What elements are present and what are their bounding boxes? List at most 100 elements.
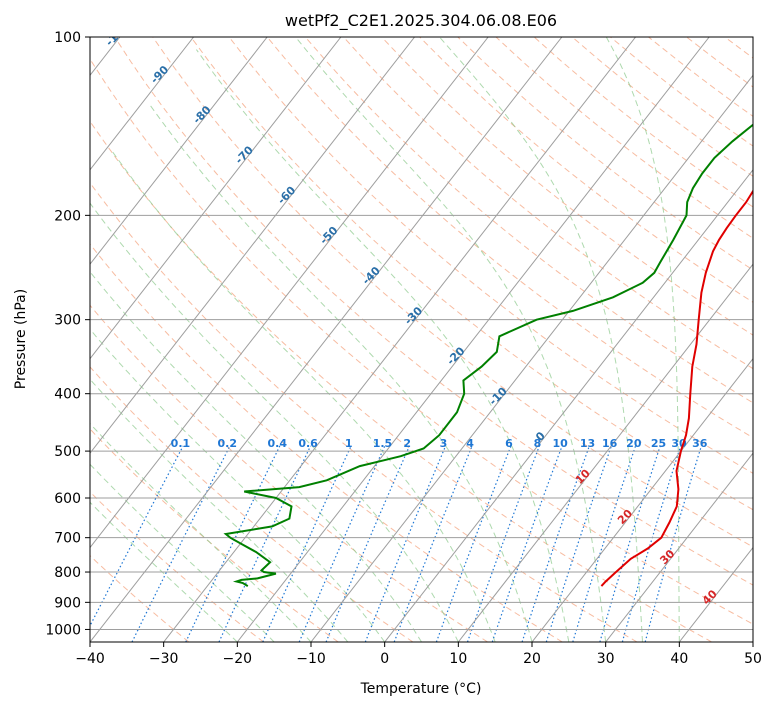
isotherm-line	[457, 263, 753, 642]
mixing-ratio-line	[185, 445, 281, 642]
mixing-ratio-line	[572, 445, 637, 642]
chart-title: wetPf2_C2E1.2025.304.06.08.E06	[285, 11, 557, 31]
mixing-ratio-label: 0.6	[298, 437, 318, 450]
dry-adiabat-line	[90, 304, 488, 642]
mixing-ratio-label: 0.2	[218, 437, 238, 450]
moist-adiabat-line	[90, 501, 238, 642]
mixing-ratio-label: 6	[505, 437, 513, 450]
mixing-ratio-label: 25	[651, 437, 666, 450]
dry-adiabat-line	[419, 37, 753, 303]
mixing-ratio-line	[491, 445, 563, 642]
isotherm-line	[163, 37, 636, 642]
mixing-ratio-label: 16	[602, 437, 618, 450]
isotherm-line	[90, 37, 563, 642]
y-tick-label: 800	[54, 565, 81, 581]
isotherm-line	[90, 37, 194, 171]
isotherm-label: -100	[103, 20, 132, 49]
x-tick-label: 50	[744, 651, 762, 667]
moist-adiabat-line	[195, 49, 570, 642]
mixing-ratio-line	[545, 445, 612, 642]
y-tick-label: 900	[54, 595, 81, 611]
y-tick-label: 300	[54, 313, 81, 329]
mixing-ratio-label: 1.5	[373, 437, 393, 450]
mixing-ratio-line	[325, 445, 411, 642]
dry-adiabat-line	[152, 37, 753, 548]
x-tick-label: 0	[380, 651, 389, 667]
isotherm-line	[90, 37, 342, 360]
mixing-ratio-label: 0.4	[268, 437, 288, 450]
mixing-ratio-line	[644, 445, 702, 642]
dry-adiabat-line	[90, 554, 190, 642]
mixing-ratio-line	[131, 445, 231, 642]
mixing-ratio-line	[466, 445, 540, 642]
x-tick-label: −40	[75, 651, 105, 667]
mixing-ratio-label: 8	[534, 437, 542, 450]
mixing-ratio-label: 20	[626, 437, 642, 450]
y-tick-label: 1000	[45, 622, 81, 638]
y-axis-label: Pressure (hPa)	[13, 289, 29, 389]
moist-adiabat-line	[149, 104, 533, 642]
isotherm-line	[90, 37, 268, 265]
isotherm-line	[531, 357, 753, 642]
x-axis-label: Temperature (°C)	[360, 681, 482, 697]
isotherm-line	[310, 74, 753, 642]
y-tick-label: 700	[54, 531, 81, 547]
x-tick-label: 30	[597, 651, 615, 667]
isotherm-line	[90, 37, 489, 549]
x-tick-label: 20	[523, 651, 541, 667]
dry-adiabat-line	[90, 243, 563, 642]
mixing-ratio-lines	[90, 445, 702, 642]
y-tick-label: 500	[54, 444, 81, 460]
dewpoint-series-line	[223, 123, 753, 587]
isotherm-line	[384, 169, 753, 642]
mixing-ratio-label: 13	[580, 437, 595, 450]
dry-adiabat-line	[90, 428, 339, 642]
mixing-ratio-label: 10	[552, 437, 568, 450]
mixing-ratio-line	[298, 445, 386, 642]
moist-adiabat-line	[90, 463, 275, 642]
mixing-ratio-line	[435, 445, 512, 642]
x-tick-label: −30	[149, 651, 179, 667]
isotherm-line	[90, 37, 415, 454]
temperature-series-line	[600, 189, 753, 587]
isotherm-line	[236, 37, 710, 642]
x-tick-label: 10	[449, 651, 467, 667]
dry-adiabat-line	[228, 37, 753, 474]
mixing-ratio-label: 0.1	[171, 437, 191, 450]
moist-adiabat-line	[90, 328, 386, 642]
dry-adiabat-line	[114, 37, 753, 586]
x-axis-ticks: −40 −30 −20 −10 0 10 20 30 40 50	[75, 642, 762, 667]
y-tick-label: 100	[54, 30, 81, 46]
dry-adiabat-line	[190, 37, 753, 511]
y-tick-label: 600	[54, 491, 81, 507]
dry-adiabat-line	[90, 181, 638, 642]
dry-adiabat-line	[90, 120, 712, 642]
mixing-ratio-line	[621, 445, 682, 642]
mixing-ratio-label: 2	[403, 437, 411, 450]
x-tick-label: −10	[296, 651, 326, 667]
mixing-ratio-line	[521, 445, 590, 642]
plot-area	[90, 37, 753, 642]
moist-adiabat-line	[439, 37, 643, 642]
y-tick-label: 200	[54, 208, 81, 224]
isotherms	[90, 37, 753, 642]
moist-adiabat-line	[295, 37, 607, 642]
moist-adiabat-line	[90, 378, 349, 642]
x-tick-label: 40	[670, 651, 688, 667]
mixing-ratio-label: 1	[345, 437, 353, 450]
dry-adiabat-line	[381, 37, 753, 336]
moist-adiabat-line	[90, 202, 459, 642]
moist-adiabat-line	[90, 270, 422, 642]
pressure-gridlines	[90, 37, 753, 630]
isotherm-line	[605, 452, 753, 642]
mixing-ratio-label: 36	[692, 437, 708, 450]
mixing-ratio-line	[599, 445, 661, 642]
plot-frame	[89, 36, 754, 643]
y-tick-label: 400	[54, 387, 81, 403]
x-tick-label: −20	[223, 651, 253, 667]
mixing-ratio-label: 3	[440, 437, 448, 450]
y-axis-ticks: 100 200 300 400 500 600 700 800 900 1000	[45, 30, 90, 638]
mixing-ratio-label: 4	[466, 437, 474, 450]
dry-adiabat-line	[90, 58, 753, 625]
